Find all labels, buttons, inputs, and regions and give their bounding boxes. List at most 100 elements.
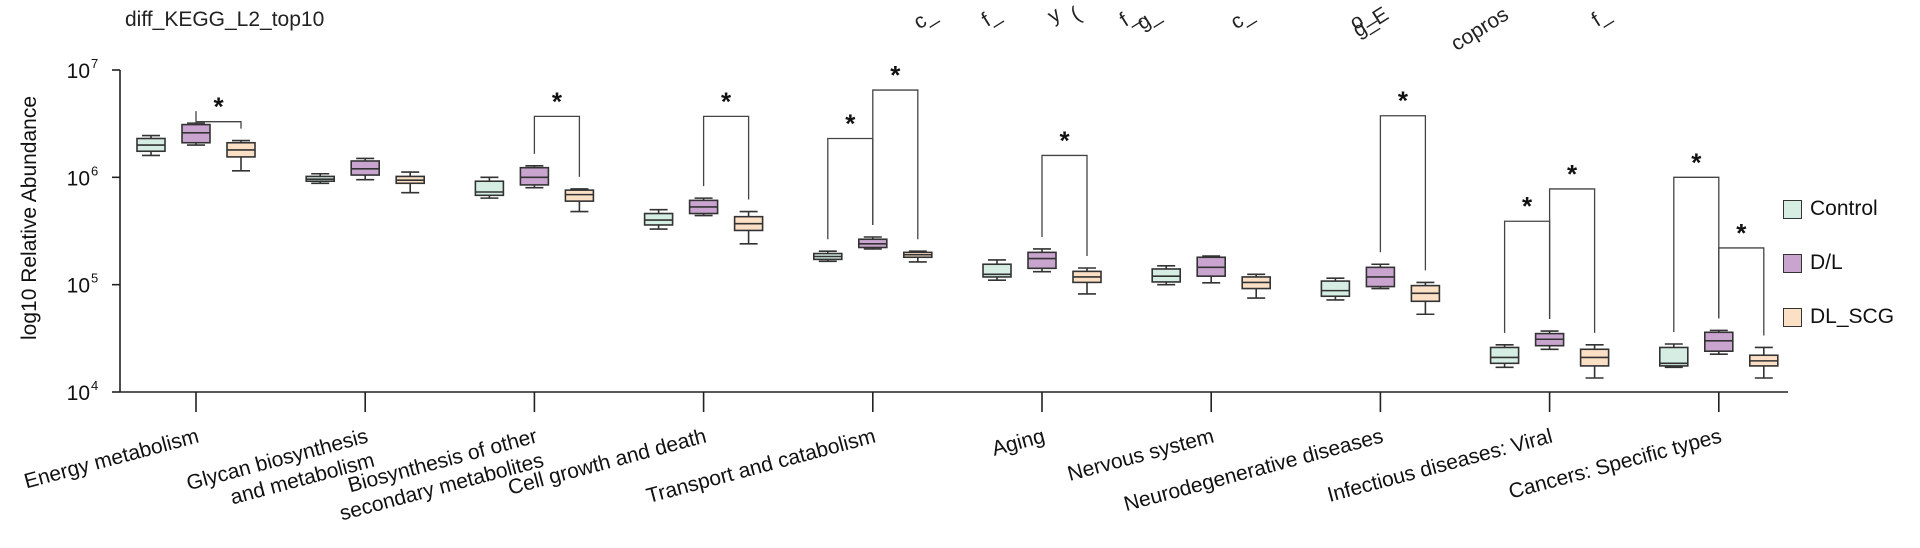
significance-star: * [1691, 147, 1702, 177]
cropped-top-label: copros [1447, 3, 1513, 56]
legend-item-dl-scg: DL_SCG [1783, 305, 1895, 328]
legend-item-control: Control [1783, 197, 1894, 220]
box-d-l [1534, 330, 1565, 351]
cropped-top-label: f_ [1588, 3, 1615, 32]
x-tick-label-line: Aging [989, 425, 1047, 461]
box-dl-scg [902, 250, 933, 263]
box-d-l [350, 157, 381, 181]
box-control [643, 208, 674, 230]
y-tick-exponent: 4 [91, 378, 98, 393]
significance-bracket [872, 89, 919, 240]
box-d-l [1704, 329, 1734, 355]
box-d-l [688, 197, 719, 217]
significance-star: * [213, 92, 224, 122]
legend-swatch-dl-scg [1783, 307, 1802, 327]
significance-bracket [195, 111, 242, 129]
box-iqr [1027, 251, 1057, 270]
box-dl-scg [733, 210, 764, 245]
significance-bracket [1041, 154, 1088, 256]
significance-star: * [721, 86, 732, 116]
x-tick-label: Aging [989, 425, 1047, 461]
cropped-top-label: c_ [1227, 3, 1258, 34]
significance-star: * [1059, 125, 1070, 155]
significance-star: * [845, 109, 856, 139]
significance-bracket [1548, 188, 1596, 333]
significance-brackets: * * * * * * * * * * * [195, 60, 1765, 336]
box-d-l [181, 122, 211, 146]
box-control [1659, 343, 1689, 369]
significance-bracket [1718, 247, 1765, 336]
box-control [1151, 264, 1181, 286]
significance-bracket [702, 115, 750, 200]
x-tick-label-line: Energy metabolism [22, 425, 202, 494]
cropped-top-label: c_ [910, 3, 941, 34]
significance-star: * [890, 60, 901, 90]
cropped-top-label: ( [1067, 3, 1085, 26]
box-control [1489, 344, 1520, 369]
y-tick-exponent: 7 [91, 56, 98, 71]
significance-star: * [1398, 86, 1409, 116]
box-iqr [643, 212, 674, 226]
box-d-l [519, 165, 550, 189]
box-iqr [1489, 346, 1520, 365]
box-iqr [1659, 346, 1689, 367]
legend-label-control: Control [1810, 197, 1878, 220]
legend-label-dl-scg: DL_SCG [1810, 305, 1895, 328]
box-control [136, 134, 166, 157]
box-iqr [1320, 280, 1351, 298]
significance-star: * [552, 86, 563, 116]
box-dl-scg [564, 188, 595, 213]
cropped-top-label: g_ [1133, 3, 1165, 35]
significance-star: * [1736, 218, 1747, 248]
box-iqr [1704, 331, 1734, 352]
legend-item-dl: D/L [1783, 251, 1894, 274]
cropped-top-label: f_ [978, 3, 1005, 32]
box-dl-scg [395, 171, 426, 194]
box-d-l [857, 236, 888, 250]
x-tick-label: Energy metabolism [22, 425, 202, 494]
y-tick-label: 10 [67, 382, 90, 405]
box-control [982, 259, 1012, 282]
significance-bracket [1673, 176, 1720, 333]
box-iqr [181, 123, 211, 144]
box-iqr [350, 160, 381, 176]
y-tick-label: 10 [67, 275, 90, 298]
box-dl-scg [1072, 267, 1102, 295]
box-iqr [474, 180, 505, 197]
box-d-l [1365, 263, 1396, 290]
legend-label-dl: D/L [1810, 251, 1843, 274]
cropped-top-labels: c_ f_ y(f_g_ c_ o_g_E copros f_ [910, 2, 1615, 55]
significance-bracket [827, 137, 874, 240]
legend-swatch-control [1783, 199, 1802, 219]
significance-star: * [1522, 191, 1533, 221]
box-series [136, 122, 1779, 379]
box-dl-scg [1749, 346, 1779, 379]
y-tick-label: 10 [67, 60, 90, 83]
legend-swatch-dl [1783, 253, 1802, 273]
box-d-l [1027, 248, 1057, 273]
significance-bracket [1379, 115, 1427, 271]
box-iqr [519, 166, 550, 186]
box-dl-scg [1241, 273, 1271, 299]
y-tick-exponent: 6 [91, 163, 98, 178]
box-dl-scg [1579, 344, 1610, 379]
box-control [474, 176, 505, 199]
significance-bracket [1503, 220, 1551, 333]
box-control [1320, 277, 1351, 301]
y-tick-exponent: 5 [91, 271, 98, 286]
box-dl-scg [1410, 281, 1441, 316]
box-d-l [1196, 255, 1226, 284]
box-control [305, 172, 336, 185]
box-control [812, 250, 843, 263]
cropped-top-label: y [1044, 2, 1066, 27]
significance-bracket [533, 115, 581, 177]
legend: Control D/L DL_SCG [1783, 197, 1895, 360]
box-dl-scg [226, 139, 256, 172]
box-iqr [564, 189, 595, 202]
chart-title: diff_KEGG_L2_top10 [125, 8, 325, 31]
y-tick-label: 10 [67, 167, 90, 190]
significance-star: * [1567, 159, 1578, 189]
